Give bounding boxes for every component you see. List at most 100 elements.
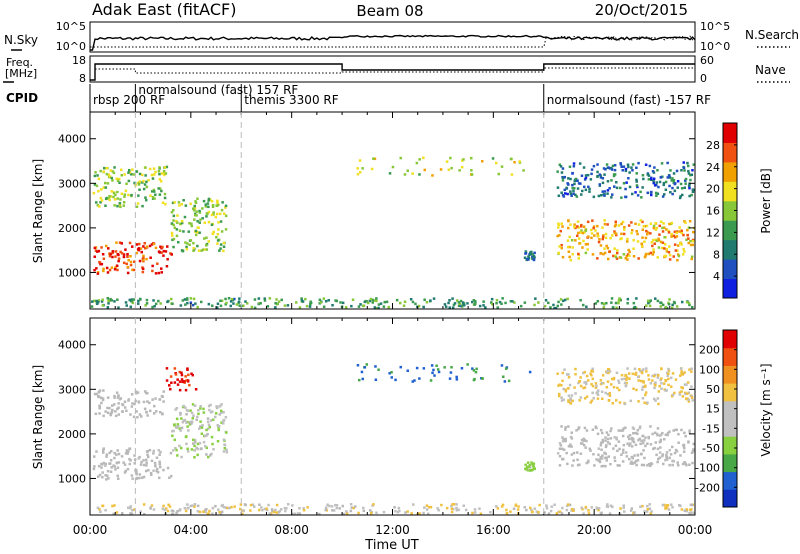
- power-cell: [406, 169, 409, 172]
- power-cell: [459, 299, 463, 303]
- power-cell: [160, 189, 163, 193]
- velocity-cell: [666, 431, 670, 435]
- velocity-cell: [116, 449, 119, 452]
- power-cell: [649, 251, 652, 255]
- velocity-cell: [656, 376, 660, 379]
- velocity-cell: [133, 462, 136, 465]
- power-cell: [163, 173, 166, 177]
- power-cell: [655, 181, 658, 184]
- velocity-cell: [666, 504, 670, 507]
- velocity-cell: [425, 504, 429, 507]
- velocity-cell: [570, 445, 573, 448]
- power-cell: [626, 163, 630, 166]
- velocity-cell: [149, 409, 152, 413]
- power-cell: [571, 246, 574, 249]
- power-cell: [158, 193, 162, 196]
- velocity-cell: [600, 382, 604, 385]
- velocity-cell: [208, 509, 211, 513]
- velocity-cell: [661, 453, 665, 456]
- velocity-cell: [672, 429, 675, 432]
- power-cell: [199, 218, 202, 221]
- velocity-cell: [687, 400, 691, 403]
- power-cell: [663, 243, 667, 246]
- power-cell: [364, 299, 368, 303]
- power-cell: [613, 173, 617, 176]
- power-cell: [624, 195, 627, 199]
- colorbar-segment: [723, 278, 737, 299]
- velocity-cell: [680, 370, 683, 373]
- velocity-cell: [214, 504, 217, 508]
- velocity-cell: [350, 506, 354, 509]
- power-cell: [123, 195, 126, 198]
- power-cell: [194, 233, 198, 237]
- velocity-cell: [574, 373, 577, 376]
- velocity-cell: [154, 397, 157, 400]
- velocity-cell: [162, 504, 165, 508]
- power-cell: [671, 186, 674, 190]
- power-cell: [373, 299, 376, 302]
- power-cell: [544, 299, 548, 302]
- power-cell: [150, 243, 154, 246]
- power-cell: [561, 193, 565, 197]
- power-cell: [224, 297, 227, 301]
- power-cell: [185, 247, 189, 251]
- velocity-cell: [163, 508, 167, 512]
- power-cell: [598, 238, 601, 241]
- power-cell: [650, 193, 653, 197]
- power-cell: [655, 194, 658, 197]
- power-cell: [656, 192, 660, 195]
- velocity-cell: [628, 372, 631, 375]
- velocity-cell: [225, 451, 229, 454]
- velocity-cell: [278, 509, 281, 513]
- power-cell: [563, 298, 567, 302]
- velocity-cell: [206, 417, 210, 420]
- power-cell: [151, 196, 155, 199]
- power-cell: [116, 197, 119, 200]
- velocity-cell: [569, 397, 572, 400]
- power-cell: [98, 260, 101, 264]
- velocity-cell: [196, 447, 200, 451]
- power-cell: [519, 304, 523, 308]
- velocity-cell: [538, 503, 541, 507]
- power-cell: [652, 177, 656, 180]
- power-cell: [431, 174, 434, 177]
- power-cell: [116, 190, 119, 194]
- power-cell: [114, 193, 117, 197]
- velocity-cell: [184, 375, 187, 378]
- power-cell: [588, 187, 591, 191]
- colorbar-tick-label: 20: [706, 183, 720, 196]
- power-cell: [556, 234, 559, 238]
- velocity-cell: [599, 441, 603, 445]
- power-cell: [572, 162, 576, 165]
- power-cell: [632, 255, 636, 258]
- power-cell: [510, 173, 514, 176]
- velocity-cell: [193, 503, 197, 506]
- power-cell: [117, 257, 121, 260]
- power-cell: [571, 186, 574, 190]
- velocity-cell: [181, 380, 184, 384]
- velocity-cell: [557, 394, 561, 398]
- velocity-cell: [451, 503, 454, 506]
- power-colorbar-label: Power [dB]: [759, 168, 773, 233]
- power-cell: [110, 176, 113, 180]
- velocity-cell: [631, 456, 634, 460]
- x-tick-label: 12:00: [375, 523, 410, 537]
- velocity-cell: [393, 506, 396, 509]
- velocity-cell: [455, 506, 458, 510]
- velocity-cell: [450, 510, 454, 514]
- power-cell: [615, 233, 618, 237]
- power-cell: [667, 251, 671, 254]
- power-cell: [161, 245, 164, 249]
- velocity-cell: [133, 454, 136, 457]
- velocity-cell: [182, 380, 186, 383]
- power-cell: [601, 181, 605, 185]
- power-cell: [673, 230, 677, 234]
- power-cell: [474, 300, 477, 303]
- power-cell: [687, 169, 690, 173]
- power-cell: [180, 249, 184, 252]
- velocity-cell: [448, 377, 452, 380]
- power-cell: [161, 201, 165, 204]
- power-cell: [99, 262, 102, 266]
- velocity-cell: [665, 506, 669, 510]
- power-cell: [238, 297, 241, 300]
